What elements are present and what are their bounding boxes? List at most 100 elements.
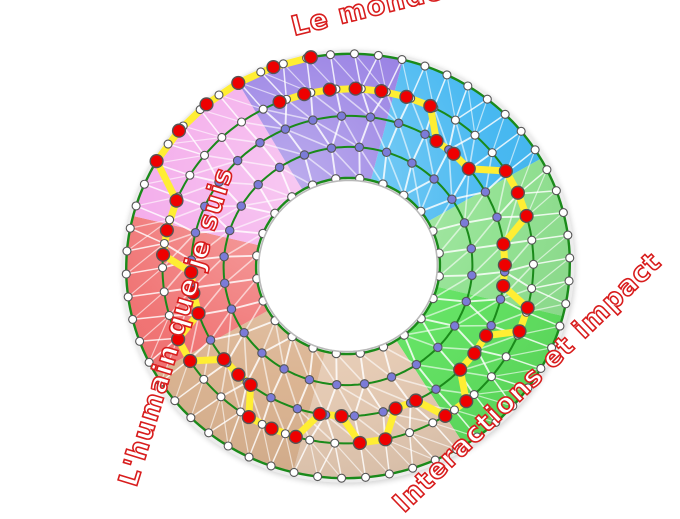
node-plain <box>306 436 314 444</box>
node-plain <box>451 116 459 124</box>
node-minor <box>305 375 313 383</box>
node-plain <box>215 91 223 99</box>
node-minor <box>394 119 402 127</box>
node-plain <box>483 95 491 103</box>
node-minor <box>309 116 317 124</box>
node-plain <box>543 166 551 174</box>
node-minor <box>206 336 214 344</box>
node-major <box>232 77 245 90</box>
node-plain <box>187 414 195 422</box>
node-plain <box>314 473 322 481</box>
node-minor <box>281 125 289 133</box>
node-plain <box>326 51 334 59</box>
node-plain <box>281 430 289 438</box>
node-major <box>335 410 348 423</box>
node-plain <box>487 373 495 381</box>
node-minor <box>387 373 395 381</box>
node-major <box>511 186 524 199</box>
node-major <box>244 379 257 392</box>
node-minor <box>300 151 308 159</box>
node-plain <box>409 464 417 472</box>
node-plain <box>217 393 225 401</box>
node-minor <box>412 360 420 368</box>
node-plain <box>122 270 130 278</box>
node-plain <box>517 127 525 135</box>
node-major <box>187 287 200 300</box>
node-minor <box>227 305 235 313</box>
node-minor <box>451 322 459 330</box>
node-plain <box>562 300 570 308</box>
node-plain <box>124 293 132 301</box>
node-major <box>499 165 512 178</box>
node-minor <box>237 202 245 210</box>
node-plain <box>129 315 137 323</box>
node-minor <box>468 271 476 279</box>
node-plain <box>259 105 267 113</box>
node-major <box>400 90 413 103</box>
node-plain <box>186 171 194 179</box>
node-plain <box>245 453 253 461</box>
node-plain <box>159 264 167 272</box>
node-minor <box>240 329 248 337</box>
node-plain <box>132 202 140 210</box>
node-major <box>409 394 422 407</box>
node-plain <box>471 131 479 139</box>
node-plain <box>509 402 517 410</box>
node-minor <box>327 144 335 152</box>
node-minor <box>496 295 504 303</box>
node-minor <box>267 394 275 402</box>
node-plain <box>201 151 209 159</box>
node-major <box>192 307 205 320</box>
node-plain <box>488 149 496 157</box>
node-minor <box>337 112 345 120</box>
node-minor <box>226 226 234 234</box>
node-major <box>379 433 392 446</box>
node-plain <box>331 439 339 447</box>
node-major <box>200 98 213 111</box>
node-major <box>160 224 173 237</box>
node-major <box>267 61 280 74</box>
node-minor <box>220 252 228 260</box>
node-plain <box>290 468 298 476</box>
node-minor <box>355 143 363 151</box>
node-minor <box>215 178 223 186</box>
node-major <box>242 411 255 424</box>
node-plain <box>453 446 461 454</box>
node-minor <box>256 139 264 147</box>
node-major <box>468 347 481 360</box>
node-major <box>298 88 311 101</box>
node-minor <box>448 195 456 203</box>
node-minor <box>258 349 266 357</box>
node-plain <box>200 375 208 383</box>
node-major <box>217 353 230 366</box>
node-plain <box>160 288 168 296</box>
node-minor <box>432 385 440 393</box>
node-plain <box>205 429 213 437</box>
node-plain <box>502 353 510 361</box>
node-plain <box>552 187 560 195</box>
node-minor <box>280 365 288 373</box>
node-plain <box>350 50 358 58</box>
node-major <box>430 135 443 148</box>
node-plain <box>559 209 567 217</box>
node-major <box>185 266 198 279</box>
node-major <box>424 100 437 113</box>
center-hole <box>259 180 438 351</box>
node-minor <box>462 297 470 305</box>
node-minor <box>421 130 429 138</box>
node-minor <box>481 188 489 196</box>
node-major <box>462 162 475 175</box>
node-minor <box>191 229 199 237</box>
node-plain <box>492 418 500 426</box>
node-plain <box>548 344 556 352</box>
node-major <box>349 82 362 95</box>
node-plain <box>429 419 437 427</box>
node-plain <box>431 456 439 464</box>
node-minor <box>408 159 416 167</box>
node-major <box>513 325 526 338</box>
node-major <box>389 402 402 415</box>
node-plain <box>556 322 564 330</box>
node-plain <box>136 337 144 345</box>
node-plain <box>171 397 179 405</box>
node-plain <box>385 470 393 478</box>
